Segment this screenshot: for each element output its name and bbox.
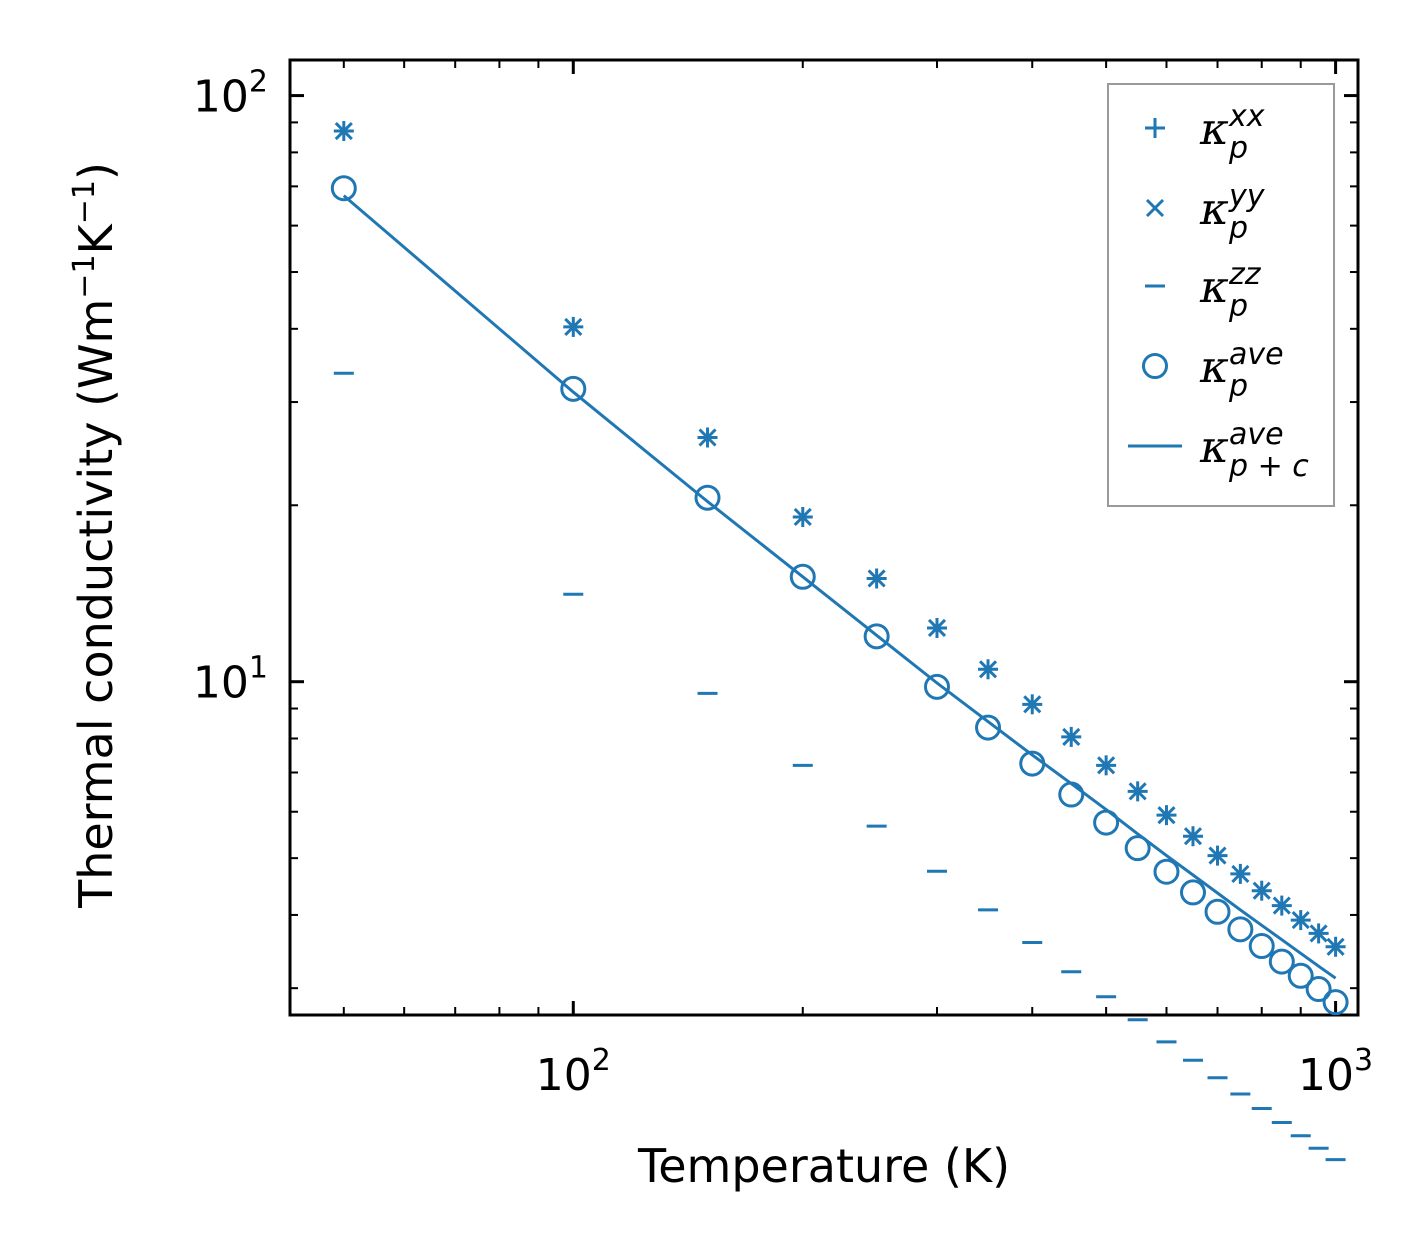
point-kappa_p_ave <box>1268 948 1295 975</box>
point-kappa_p_yy-d2 <box>1252 881 1271 900</box>
point-kappa_p_ave <box>863 623 890 650</box>
y-axis-label-exp2: −1 <box>67 180 102 224</box>
point-kappa_p_ave <box>1305 976 1332 1003</box>
point-kappa_p_yy-d2 <box>1291 911 1310 930</box>
x-tick-label: 103 <box>1298 1043 1373 1101</box>
point-kappa_p_ave <box>1287 962 1314 989</box>
legend-box <box>1107 83 1335 507</box>
legend-symbol: κ <box>1199 342 1229 393</box>
point-kappa_p_ave <box>975 714 1002 741</box>
legend-superscript: zz <box>1228 257 1262 292</box>
point-kappa_p_ave <box>1153 858 1180 885</box>
point-kappa_p_yy-d2 <box>1062 727 1081 746</box>
legend-symbol: κ <box>1199 262 1229 313</box>
point-kappa_p_ave <box>1227 916 1254 943</box>
legend-subscript: p <box>1228 289 1248 324</box>
point-kappa_p_ave <box>924 673 951 700</box>
point-kappa_p_yy-d2 <box>1183 827 1203 846</box>
point-kappa_p_ave <box>1322 989 1349 1016</box>
legend-superscript: ave <box>1229 337 1284 372</box>
point-kappa_p_yy-d2 <box>1157 806 1176 825</box>
x-tick-label: 102 <box>536 1043 611 1101</box>
tick-labels: 102 103 101 102 <box>193 65 1373 1101</box>
point-kappa_p_yy-d2 <box>1208 846 1227 865</box>
point-kappa_p_ave <box>330 175 357 202</box>
legend-symbol: κ <box>1199 184 1229 235</box>
point-kappa_p_yy-d2 <box>698 428 717 447</box>
legend-symbol: κ <box>1199 104 1229 155</box>
data-marks <box>330 121 1349 1162</box>
point-kappa_p_yy-d2 <box>1309 924 1328 943</box>
point-kappa_p_ave <box>1179 879 1206 906</box>
legend-symbol: κ <box>1199 422 1229 473</box>
point-kappa_p_ave <box>694 484 721 511</box>
legend-superscript: xx <box>1228 99 1265 134</box>
point-kappa_p_ave <box>1124 835 1151 862</box>
point-kappa_p_yy-d2 <box>867 569 886 588</box>
point-kappa_p_ave <box>1058 781 1085 808</box>
point-kappa_p_yy-d2 <box>1326 937 1345 956</box>
point-kappa_p_yy-d2 <box>927 618 947 638</box>
legend-superscript: ave <box>1229 417 1284 452</box>
legend-marker-kappa_p_yy-d2 <box>1145 198 1165 218</box>
x-axis-label: Temperature (K) <box>637 1139 1010 1193</box>
legend-subscript: p <box>1228 369 1248 404</box>
y-axis-label-main: Thermal conductivity (Wm <box>69 299 123 909</box>
y-axis-label-k: K <box>69 222 123 254</box>
legend-subscript: p <box>1228 211 1248 246</box>
point-kappa_p_yy-d2 <box>334 121 353 141</box>
plot-frame <box>288 58 1360 1017</box>
point-kappa_p_yy-d2 <box>564 317 583 336</box>
legend-subscript: p + c <box>1228 449 1309 484</box>
point-kappa_p_ave <box>1248 933 1275 960</box>
point-kappa_p_yy-d2 <box>1128 782 1147 801</box>
legend-marker-kappa_p_ave <box>1142 353 1168 379</box>
y-tick-label: 101 <box>193 651 268 709</box>
series-line-kappa_pc_ave <box>342 194 1337 980</box>
point-kappa_p_yy-d2 <box>1097 756 1116 775</box>
point-kappa_p_yy-d2 <box>1272 896 1291 915</box>
point-kappa_p_yy-d2 <box>1231 864 1250 883</box>
point-kappa_p_ave <box>789 563 816 590</box>
legend-superscript: yy <box>1228 179 1266 214</box>
y-axis-label: Thermal conductivity (Wm−1K−1) <box>67 162 123 909</box>
point-kappa_p_yy-d2 <box>978 660 998 679</box>
point-kappa_p_ave <box>560 375 587 402</box>
legend-subscript: p <box>1228 131 1248 166</box>
y-tick-label: 102 <box>193 65 268 123</box>
axis-ticks <box>290 60 1358 1015</box>
point-kappa_p_ave <box>1204 898 1231 925</box>
y-axis-label-exp1: −1 <box>67 254 102 298</box>
point-kappa_p_yy-d2 <box>793 507 812 527</box>
y-axis-label-close: ) <box>69 162 123 180</box>
point-kappa_p_yy-d2 <box>1023 695 1042 714</box>
